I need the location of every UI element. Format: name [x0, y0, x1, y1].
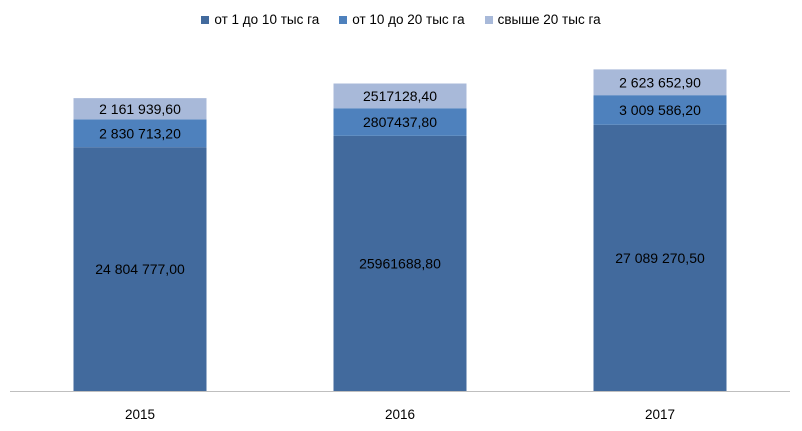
- legend-item-series-1: от 1 до 10 тыс га: [201, 12, 319, 27]
- legend-swatch-series-1: [201, 15, 210, 24]
- data-label-2015-series-1: 24 804 777,00: [95, 261, 185, 277]
- x-tick-label-2017: 2017: [645, 407, 675, 422]
- legend-item-series-2: от 10 до 20 тыс га: [339, 12, 465, 27]
- x-tick-label-2015: 2015: [125, 407, 155, 422]
- bar-2017-series-3: [593, 69, 727, 96]
- data-label-2016-series-1: 25961688,80: [359, 255, 441, 271]
- bar-2016-series-2: [333, 108, 467, 136]
- bar-2016-series-3: [333, 83, 467, 109]
- data-label-2017-series-3: 2 623 652,90: [619, 74, 701, 90]
- bar-2015-series-3: [73, 98, 207, 120]
- legend-swatch-series-3: [484, 15, 493, 24]
- data-label-2017-series-1: 27 089 270,50: [615, 250, 705, 266]
- chart-legend: от 1 до 10 тыс га от 10 до 20 тыс га свы…: [0, 12, 802, 27]
- legend-label-series-2: от 10 до 20 тыс га: [352, 12, 465, 27]
- data-label-2017-series-2: 3 009 586,20: [619, 102, 701, 118]
- data-label-2016-series-3: 2517128,40: [363, 88, 437, 104]
- bar-2015-series-1: [73, 147, 207, 391]
- legend-label-series-1: от 1 до 10 тыс га: [214, 12, 320, 27]
- bar-2015-series-2: [73, 119, 207, 148]
- bar-2016-series-1: [333, 135, 467, 391]
- legend-label-series-3: свыше 20 тыс га: [497, 12, 601, 27]
- data-label-2015-series-2: 2 830 713,20: [99, 125, 181, 141]
- x-tick-label-2016: 2016: [385, 407, 415, 422]
- bar-2017-series-1: [593, 124, 727, 392]
- legend-swatch-series-2: [339, 15, 348, 24]
- data-label-2015-series-3: 2 161 939,60: [99, 101, 181, 117]
- legend-item-series-3: свыше 20 тыс га: [484, 12, 601, 27]
- bar-2017-series-2: [593, 95, 727, 125]
- data-label-2016-series-2: 2807437,80: [363, 114, 437, 130]
